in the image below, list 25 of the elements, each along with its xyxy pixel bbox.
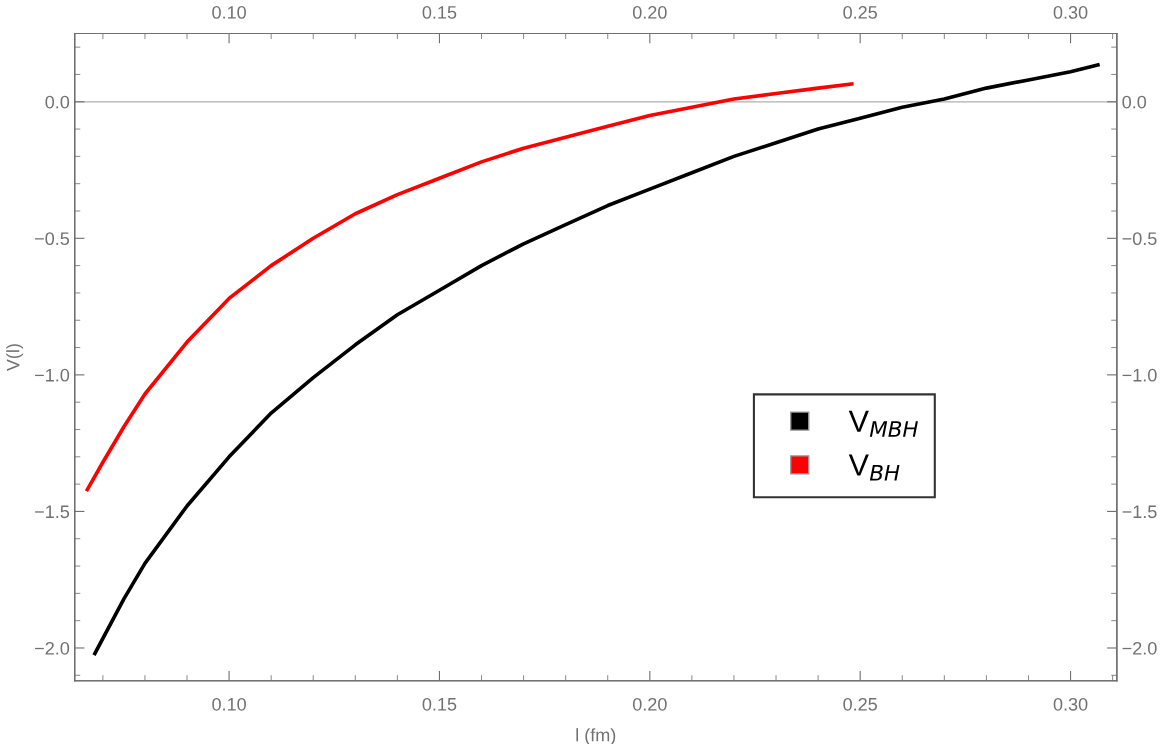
y2-tick-label: −2.0	[1122, 641, 1157, 655]
x2-tick-label: 0.20	[632, 697, 667, 711]
x2-tick-label: 0.25	[843, 697, 877, 711]
x-tick-label: 0.20	[632, 6, 667, 19]
y-tick-label: −2.0	[35, 641, 70, 655]
line-series	[93, 63, 1100, 656]
legend-label: V$_{MBH}$	[848, 410, 918, 437]
y-tick-label: 0.0	[45, 95, 70, 109]
y2-tick-label: 0.0	[1122, 95, 1147, 109]
x2-tick-label: 0.10	[212, 697, 246, 711]
x-axis-title: l (fm)	[576, 728, 616, 744]
y-tick-label: −0.5	[35, 232, 70, 246]
x-tick-label: 0.25	[843, 6, 877, 19]
y2-tick-label: −1.5	[1122, 505, 1157, 519]
x-tick-label: 0.15	[422, 6, 457, 19]
y-tick-label: −1.0	[35, 368, 70, 382]
y-axis-title: V(l)	[6, 344, 24, 372]
x-tick-label: 0.10	[212, 6, 246, 19]
x2-tick-label: 0.15	[422, 697, 457, 711]
legend-label: V$_{BH}$	[848, 454, 900, 481]
y2-tick-label: −1.0	[1122, 368, 1157, 382]
y2-tick-label: −0.5	[1122, 232, 1157, 246]
x-tick-label: 0.30	[1053, 6, 1088, 19]
x2-tick-label: 0.30	[1053, 697, 1088, 711]
y-tick-label: −1.5	[35, 505, 70, 519]
